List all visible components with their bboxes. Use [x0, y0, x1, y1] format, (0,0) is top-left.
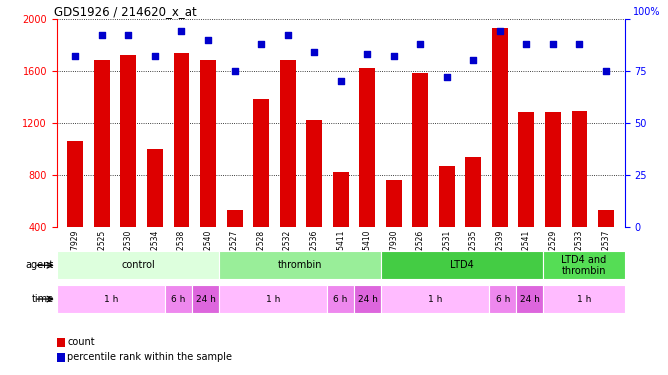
- Bar: [192, 285, 219, 313]
- Bar: [439, 166, 455, 279]
- Bar: [165, 285, 192, 313]
- Point: [176, 28, 187, 34]
- Bar: [57, 285, 165, 313]
- Bar: [120, 55, 136, 279]
- Bar: [386, 180, 401, 279]
- Bar: [57, 251, 219, 279]
- Text: agent: agent: [25, 260, 53, 270]
- Bar: [94, 60, 110, 279]
- Point: [202, 37, 213, 43]
- Bar: [219, 251, 381, 279]
- Bar: [412, 74, 428, 279]
- Bar: [333, 172, 349, 279]
- Text: 1 h: 1 h: [266, 295, 281, 304]
- Point: [388, 53, 399, 59]
- Point: [150, 53, 160, 59]
- Point: [601, 68, 611, 74]
- Point: [574, 41, 584, 47]
- Bar: [67, 141, 84, 279]
- Text: 6 h: 6 h: [171, 295, 186, 304]
- Text: 1 h: 1 h: [428, 295, 442, 304]
- Bar: [253, 99, 269, 279]
- Text: 100%: 100%: [633, 7, 661, 16]
- Bar: [354, 285, 381, 313]
- Bar: [598, 210, 614, 279]
- Bar: [147, 149, 163, 279]
- Bar: [174, 53, 190, 279]
- Text: 1 h: 1 h: [577, 295, 591, 304]
- Text: 6 h: 6 h: [496, 295, 510, 304]
- Point: [229, 68, 240, 74]
- Point: [494, 28, 505, 34]
- Bar: [572, 111, 587, 279]
- Bar: [226, 210, 242, 279]
- Text: 24 h: 24 h: [358, 295, 377, 304]
- Bar: [381, 251, 544, 279]
- Point: [97, 32, 108, 38]
- Text: LTD4 and
thrombin: LTD4 and thrombin: [561, 255, 607, 276]
- Point: [256, 41, 267, 47]
- Point: [309, 49, 319, 55]
- Point: [335, 78, 346, 84]
- Bar: [466, 157, 482, 279]
- Bar: [518, 112, 534, 279]
- Point: [283, 32, 293, 38]
- Text: LTD4: LTD4: [450, 260, 474, 270]
- Point: [123, 32, 134, 38]
- Bar: [381, 285, 490, 313]
- Point: [521, 41, 532, 47]
- Text: thrombin: thrombin: [278, 260, 323, 270]
- Bar: [516, 285, 544, 313]
- Text: 24 h: 24 h: [520, 295, 540, 304]
- Text: GDS1926 / 214620_x_at: GDS1926 / 214620_x_at: [54, 4, 196, 18]
- Bar: [359, 68, 375, 279]
- Bar: [200, 60, 216, 279]
- Text: time: time: [31, 294, 53, 304]
- Text: percentile rank within the sample: percentile rank within the sample: [67, 352, 232, 362]
- Bar: [306, 120, 322, 279]
- Point: [442, 74, 452, 80]
- Text: 1 h: 1 h: [104, 295, 118, 304]
- Point: [415, 41, 426, 47]
- Text: 6 h: 6 h: [333, 295, 348, 304]
- Text: control: control: [121, 260, 155, 270]
- Text: 24 h: 24 h: [196, 295, 215, 304]
- Bar: [492, 28, 508, 279]
- Bar: [490, 285, 516, 313]
- Bar: [280, 60, 295, 279]
- Bar: [327, 285, 354, 313]
- Point: [548, 41, 558, 47]
- Point: [468, 57, 479, 63]
- Text: count: count: [67, 337, 95, 347]
- Bar: [544, 285, 625, 313]
- Point: [362, 51, 373, 57]
- Point: [70, 53, 81, 59]
- Bar: [545, 112, 561, 279]
- Bar: [544, 251, 625, 279]
- Bar: [219, 285, 327, 313]
